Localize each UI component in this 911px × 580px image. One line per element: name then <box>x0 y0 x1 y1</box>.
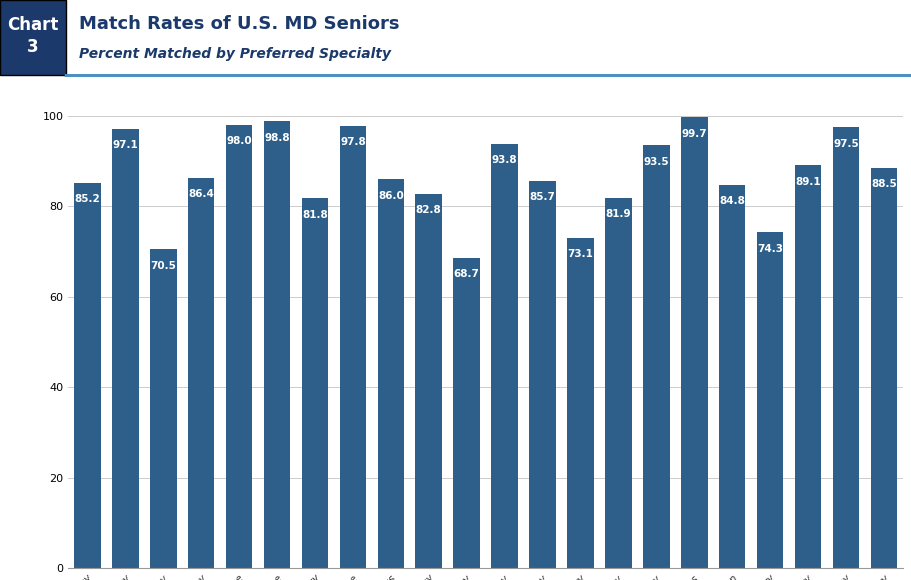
Text: 84.8: 84.8 <box>719 196 744 206</box>
Bar <box>112 129 138 568</box>
Bar <box>870 168 896 568</box>
Text: 81.8: 81.8 <box>302 209 327 220</box>
Text: 89.1: 89.1 <box>794 177 820 187</box>
Bar <box>226 125 252 568</box>
Text: 85.2: 85.2 <box>75 194 100 204</box>
Text: 98.0: 98.0 <box>226 136 251 146</box>
Text: 86.0: 86.0 <box>377 191 404 201</box>
Bar <box>681 117 707 568</box>
Text: 82.8: 82.8 <box>415 205 441 215</box>
Bar <box>149 249 177 568</box>
Text: 97.5: 97.5 <box>832 139 858 148</box>
Text: 99.7: 99.7 <box>681 129 706 139</box>
Bar <box>339 126 365 568</box>
Text: 93.5: 93.5 <box>643 157 669 166</box>
Bar <box>415 194 442 568</box>
Text: 98.8: 98.8 <box>264 133 290 143</box>
Bar <box>74 183 100 568</box>
Text: 93.8: 93.8 <box>491 155 517 165</box>
Bar <box>302 198 328 568</box>
Bar <box>188 177 214 568</box>
Text: Match Rates of U.S. MD Seniors: Match Rates of U.S. MD Seniors <box>79 15 399 33</box>
Bar <box>263 121 290 568</box>
Text: Chart
3: Chart 3 <box>7 16 58 56</box>
Text: 97.8: 97.8 <box>340 137 365 147</box>
Bar <box>718 185 744 568</box>
Bar <box>453 258 479 568</box>
FancyBboxPatch shape <box>0 0 66 75</box>
Text: 86.4: 86.4 <box>188 189 214 199</box>
Text: 74.3: 74.3 <box>756 244 783 253</box>
Bar <box>528 181 555 568</box>
Text: Percent Matched by Preferred Specialty: Percent Matched by Preferred Specialty <box>79 48 391 61</box>
Bar <box>642 146 669 568</box>
Bar <box>567 238 593 568</box>
Bar <box>832 128 858 568</box>
Bar <box>793 165 821 568</box>
Text: 73.1: 73.1 <box>567 249 593 259</box>
Text: 88.5: 88.5 <box>870 179 896 189</box>
Text: 81.9: 81.9 <box>605 209 630 219</box>
Text: 97.1: 97.1 <box>112 140 138 150</box>
Bar <box>491 144 517 568</box>
Text: 68.7: 68.7 <box>454 269 479 279</box>
Bar <box>377 179 404 568</box>
Text: 85.7: 85.7 <box>529 192 555 202</box>
Bar <box>605 198 631 568</box>
Bar <box>756 232 783 568</box>
Text: 70.5: 70.5 <box>150 261 176 271</box>
